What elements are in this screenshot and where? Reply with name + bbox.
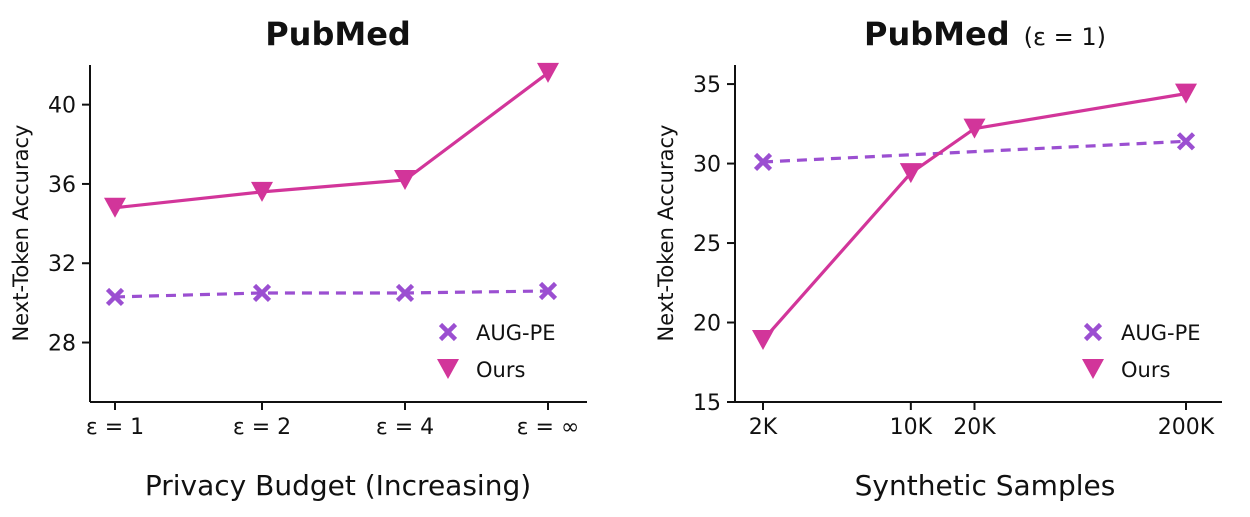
data-point-x-marker (105, 287, 125, 307)
legend-label: AUG-PE (1121, 321, 1201, 345)
legend-x-marker (1083, 322, 1103, 342)
y-tick-label: 36 (48, 173, 76, 198)
marker-stroke (538, 281, 558, 301)
series-line-aug-pe (114, 289, 549, 299)
marker-stroke (753, 152, 773, 172)
x-axis-label: Privacy Budget (Increasing) (145, 469, 531, 502)
y-tick-label: 20 (693, 312, 721, 337)
data-point-x-marker (395, 283, 415, 303)
marker-stroke (395, 283, 415, 303)
series-line-ours (114, 71, 549, 210)
y-ticks: 15 20 25 30 35 (693, 73, 735, 416)
x-tick-label: 2K (749, 415, 778, 440)
marker-stroke (1176, 132, 1196, 151)
marker-stroke (438, 322, 458, 342)
data-point-triangle-marker (1175, 83, 1197, 104)
x-tick-label: 200K (1158, 415, 1215, 440)
x-axis-label: Synthetic Samples (855, 469, 1116, 502)
y-tick-label: 15 (693, 391, 721, 416)
legend: AUG-PE Ours (1082, 321, 1201, 382)
data-point-triangle-marker (394, 169, 416, 190)
series-group (104, 62, 559, 307)
series-group (752, 83, 1197, 351)
series-line-ours (761, 92, 1187, 342)
legend-label: Ours (476, 358, 525, 382)
chart-title: PubMed (265, 15, 411, 53)
marker-stroke (105, 287, 125, 307)
legend-triangle-marker (437, 359, 459, 379)
chart-panel-samples: PubMed (ε = 1) Next-Token Accuracy Synthe… (654, 15, 1222, 502)
y-tick-label: 40 (48, 94, 76, 119)
data-point-triangle-marker (752, 330, 774, 351)
legend: AUG-PE Ours (437, 321, 556, 382)
y-axis-label: Next-Token Accuracy (9, 125, 33, 342)
y-tick-label: 28 (48, 332, 76, 357)
data-point-triangle-marker (899, 163, 922, 184)
x-ticks: 2K 10K 20K 200K (749, 402, 1215, 440)
legend-label: Ours (1121, 358, 1170, 382)
x-ticks: ε = 1 ε = 2 ε = 4 ε = ∞ (86, 402, 579, 440)
y-tick-label: 35 (693, 73, 721, 98)
data-point-triangle-marker (251, 181, 273, 202)
y-ticks: 28 32 36 40 (48, 94, 90, 357)
marker-stroke (252, 283, 272, 303)
x-tick-label: ε = 1 (86, 415, 144, 440)
data-point-x-marker (538, 281, 558, 301)
data-point-x-marker (252, 283, 272, 303)
data-point-triangle-marker (537, 62, 559, 83)
y-tick-label: 30 (693, 153, 721, 178)
x-tick-label: ε = ∞ (517, 415, 580, 440)
chart-title: PubMed (864, 15, 1010, 53)
series-line-aug-pe (762, 139, 1187, 164)
marker-stroke (1083, 322, 1103, 342)
data-point-triangle-marker (104, 197, 126, 218)
data-point-x-marker (1176, 132, 1196, 151)
chart-title-group: PubMed (ε = 1) (864, 15, 1106, 53)
chart-title-suffix: (ε = 1) (1024, 23, 1106, 51)
y-axis-label: Next-Token Accuracy (654, 125, 678, 342)
y-tick-label: 25 (693, 232, 721, 257)
data-point-x-marker (753, 152, 773, 172)
chart-panel-privacy: PubMed Next-Token Accuracy Privacy Budge… (9, 15, 587, 502)
x-tick-label: ε = 4 (376, 415, 434, 440)
legend-label: AUG-PE (476, 321, 556, 345)
x-tick-label: 20K (953, 415, 996, 440)
x-tick-label: ε = 2 (233, 415, 291, 440)
legend-x-marker (438, 322, 458, 342)
y-tick-label: 32 (48, 252, 76, 277)
x-tick-label: 10K (890, 415, 933, 440)
data-point-triangle-marker (963, 118, 986, 139)
legend-triangle-marker (1082, 359, 1104, 379)
